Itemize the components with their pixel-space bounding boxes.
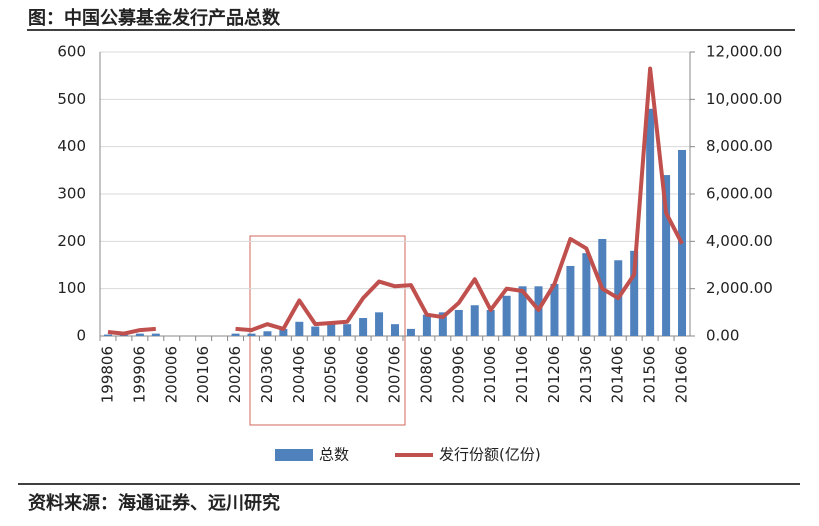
x-tick-label: 200906 — [449, 346, 467, 403]
bar — [247, 333, 256, 336]
x-tick-label: 201506 — [641, 346, 659, 403]
y-tick-label: 0 — [76, 327, 86, 345]
y-tick-label: 400 — [57, 137, 86, 155]
bar — [231, 333, 240, 336]
bar — [646, 108, 655, 336]
bar — [311, 326, 320, 336]
bar — [662, 175, 671, 336]
bar — [279, 328, 288, 336]
x-tick-label: 200406 — [290, 346, 308, 403]
bar — [103, 334, 112, 336]
x-tick-label: 201206 — [545, 346, 563, 403]
x-tick-label: 201006 — [481, 346, 499, 403]
bar — [135, 333, 144, 336]
bar — [438, 312, 447, 336]
bar — [630, 250, 639, 336]
bar — [486, 309, 495, 336]
x-tick-label: 199906 — [130, 346, 148, 403]
bar — [454, 309, 463, 336]
legend-swatch — [275, 449, 313, 461]
bar — [359, 318, 368, 336]
bar — [502, 295, 511, 336]
x-tick-label: 200706 — [386, 346, 404, 403]
legend-label: 总数 — [319, 446, 349, 464]
bar — [295, 321, 304, 336]
line — [107, 66, 684, 336]
bar — [263, 331, 272, 336]
source: 资料来源：海通证券、远川研究 — [28, 492, 280, 514]
bar — [375, 312, 384, 336]
x-tick-label: 200106 — [194, 346, 212, 403]
bar — [582, 253, 591, 336]
legend-label: 发行份额(亿份) — [439, 446, 541, 464]
x-tick-label: 200006 — [162, 346, 180, 403]
bar — [151, 333, 160, 336]
bar — [550, 283, 559, 336]
y-tick-label: 600 — [57, 43, 86, 61]
y2-tick-label: 8,000.00 — [706, 137, 773, 155]
y-tick-label: 200 — [57, 232, 86, 250]
x-tick-label: 200606 — [354, 346, 372, 403]
x-tick-label: 200806 — [417, 346, 435, 403]
x-tick-label: 200306 — [258, 346, 276, 403]
bar — [327, 324, 336, 336]
y-tick-label: 100 — [57, 279, 86, 297]
y-tick-label: 500 — [57, 90, 86, 108]
y2-tick-label: 0.00 — [706, 327, 739, 345]
bar — [391, 324, 399, 336]
x-tick-label: 201306 — [577, 346, 595, 403]
x-tick-label: 200206 — [226, 346, 244, 403]
bar — [518, 286, 527, 336]
bar — [406, 328, 415, 336]
y2-tick-label: 4,000.00 — [706, 232, 773, 250]
x-tick-label: 200506 — [322, 346, 340, 403]
x-tick-label: 199806 — [98, 346, 116, 403]
y2-tick-label: 6,000.00 — [706, 185, 773, 203]
y2-tick-label: 10,000.00 — [706, 90, 782, 108]
y2-tick-label: 12,000.00 — [706, 43, 782, 61]
bar — [422, 314, 431, 336]
chart-title: 图：中国公募基金发行产品总数 — [28, 7, 281, 29]
x-tick-label: 201106 — [513, 346, 531, 403]
bar — [343, 324, 352, 336]
x-tick-label: 201406 — [609, 346, 627, 403]
x-tick-label: 201606 — [673, 346, 691, 403]
y2-tick-label: 2,000.00 — [706, 279, 773, 297]
bar — [566, 265, 575, 336]
bar — [470, 305, 479, 336]
y-tick-label: 300 — [57, 185, 86, 203]
